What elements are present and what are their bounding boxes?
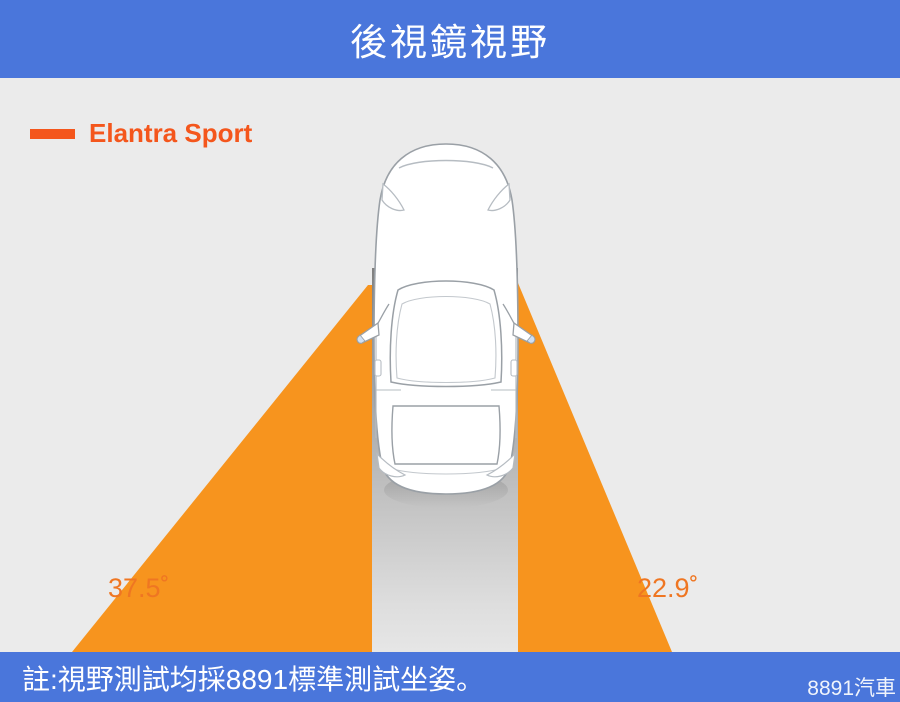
right-vision-cone — [518, 283, 672, 652]
roof-panel — [395, 295, 497, 384]
legend-label: Elantra Sport — [89, 118, 253, 148]
right-side-mirror-glass — [526, 334, 536, 344]
vision-cone-group — [72, 283, 672, 652]
left-angle-label: 37.5˚ — [108, 573, 170, 603]
header-bar — [0, 0, 900, 78]
footer-bar — [0, 652, 900, 702]
rear-windshield — [391, 405, 501, 465]
left-headlight — [381, 182, 405, 212]
left-door-handle — [374, 359, 382, 377]
right-headlight — [487, 182, 511, 212]
right-taillight — [485, 452, 516, 478]
left-taillight — [376, 452, 407, 478]
page-title: 後視鏡視野 — [350, 22, 550, 63]
car-topview-illustration — [356, 143, 536, 508]
footer-note: 註:視野測試均採8891標準測試坐姿。 — [22, 664, 485, 695]
trunk-line — [388, 467, 504, 475]
legend: Elantra Sport — [30, 118, 252, 149]
legend-swatch-icon — [30, 128, 75, 139]
watermark: 8891汽車 — [807, 677, 896, 700]
right-door-handle — [510, 359, 518, 377]
right-angle-label: 22.9˚ — [637, 573, 699, 603]
diagram-scene: 37.5˚ 22.9˚ — [0, 78, 900, 652]
hood-line — [398, 159, 494, 169]
left-vision-cone — [72, 285, 372, 652]
left-side-mirror-glass — [356, 334, 366, 344]
